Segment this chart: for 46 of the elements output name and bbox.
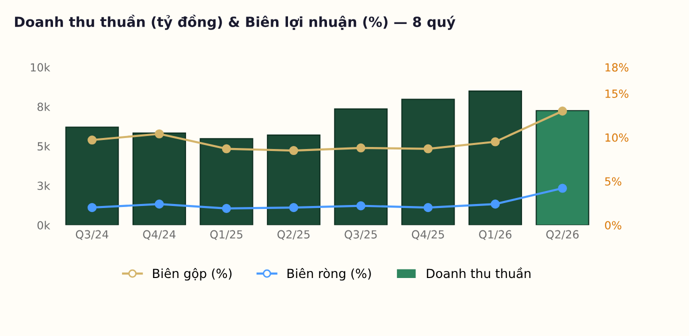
x-tick-label: Q1/26 bbox=[479, 230, 512, 240]
point bbox=[154, 200, 164, 209]
y-tick-label: 5k bbox=[38, 142, 50, 151]
point bbox=[222, 204, 231, 213]
chart-title: Doanh thu thuần (tỷ đồng) & Biên lợi nhuận (%) — 8 quý bbox=[15, 14, 456, 30]
y2-tick-label: 0% bbox=[605, 221, 622, 230]
bar bbox=[266, 134, 320, 226]
x-tick-label: Q4/24 bbox=[143, 230, 176, 240]
legend-label: Doanh thu thuần bbox=[426, 267, 530, 278]
legend-label: Biên gộp (%) bbox=[153, 268, 232, 281]
x-tick-label: Q2/26 bbox=[546, 230, 579, 240]
point bbox=[88, 203, 97, 212]
point bbox=[289, 146, 298, 156]
y-tick-label: 3k bbox=[38, 181, 50, 190]
point bbox=[289, 203, 298, 212]
y-tick-label: 8k bbox=[38, 102, 50, 112]
point bbox=[490, 200, 500, 209]
point bbox=[558, 106, 567, 116]
point bbox=[154, 129, 164, 138]
x-tick-label: Q1/25 bbox=[210, 230, 242, 240]
y-tick-label: 10k bbox=[30, 62, 50, 72]
point bbox=[424, 144, 433, 154]
point bbox=[356, 143, 366, 152]
y2-tick-label: 15% bbox=[606, 89, 628, 98]
x-tick-label: Q4/25 bbox=[412, 230, 444, 240]
x-tick-label: Q3/24 bbox=[76, 230, 108, 240]
legend-label: Biên ròng (%) bbox=[288, 268, 371, 281]
bar bbox=[401, 98, 455, 226]
point bbox=[490, 137, 500, 146]
y-tick-label: 0k bbox=[37, 220, 50, 230]
point bbox=[356, 201, 366, 210]
y2-tick-label: 5% bbox=[605, 177, 622, 186]
bar bbox=[468, 90, 522, 226]
x-tick-label: Q3/25 bbox=[344, 230, 377, 240]
bar bbox=[65, 126, 119, 226]
point bbox=[424, 203, 433, 212]
point bbox=[88, 136, 97, 145]
x-tick-label: Q2/25 bbox=[277, 230, 310, 240]
point bbox=[558, 184, 567, 193]
y2-tick-label: 18% bbox=[606, 63, 628, 72]
bar bbox=[132, 132, 186, 226]
point bbox=[222, 144, 231, 154]
bar bbox=[334, 108, 388, 226]
y2-tick-label: 10% bbox=[606, 133, 628, 142]
bar bbox=[536, 110, 590, 226]
bar bbox=[200, 138, 254, 226]
